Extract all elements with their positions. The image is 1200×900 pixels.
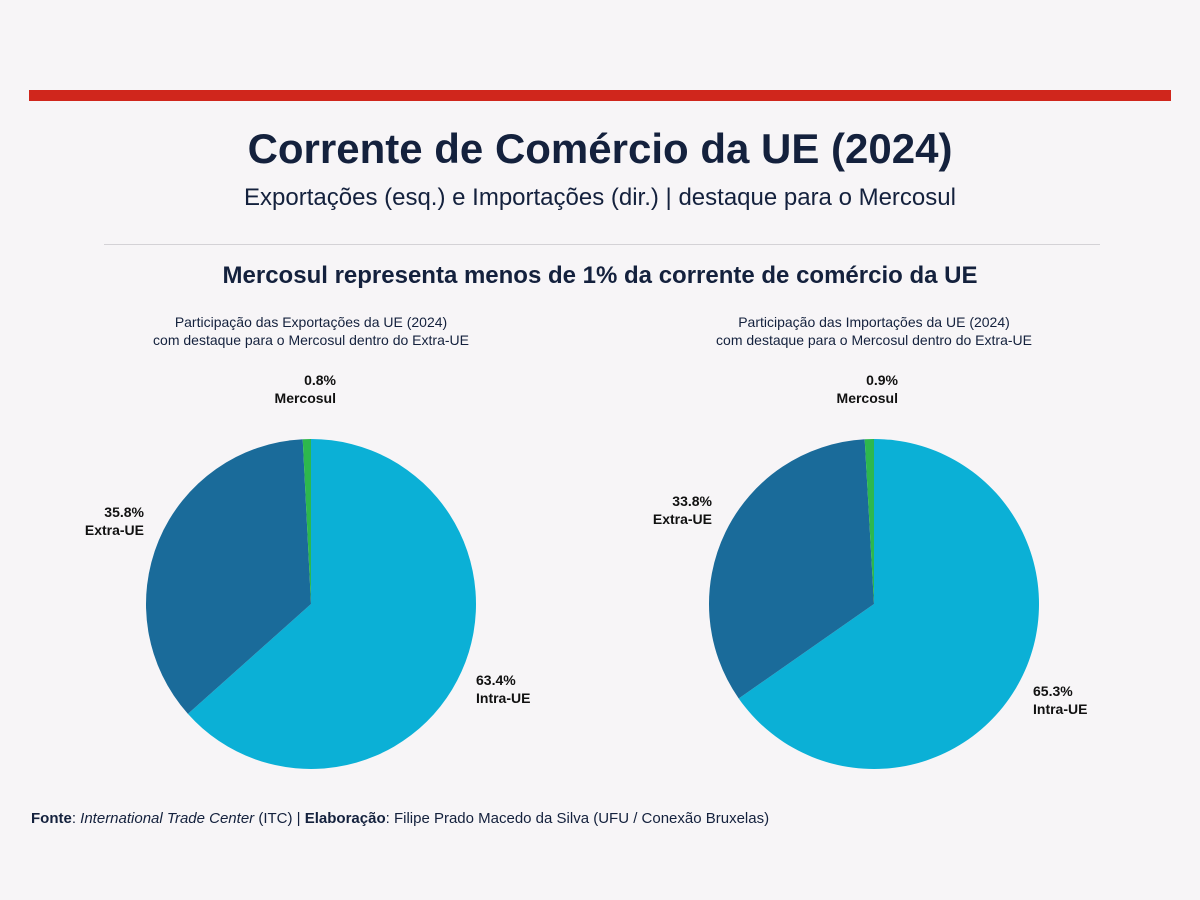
label-extra-exports: 35.8% Extra-UE <box>85 503 144 539</box>
pie-slice-mercosul <box>864 439 874 604</box>
exports-chart-title: Participação das Exportações da UE (2024… <box>31 313 591 349</box>
page-title: Corrente de Comércio da UE (2024) <box>247 125 953 172</box>
author-value: : Filipe Prado Macedo da Silva (UFU / Co… <box>385 810 770 827</box>
label-intra-exports: 63.4% Intra-UE <box>476 671 530 707</box>
label-mercosul-imports: 0.9% Mercosul <box>837 371 898 407</box>
author-label: Elaboração <box>304 810 386 827</box>
source-suffix: (ITC) | <box>254 810 305 827</box>
imports-pie <box>709 439 1039 769</box>
accent-bar <box>29 90 1171 101</box>
pie-slice-extra-ue <box>146 439 311 714</box>
label-value: 65.3% <box>1033 683 1073 699</box>
pie-slice-mercosul <box>302 439 311 604</box>
label-name: Extra-UE <box>84 522 144 538</box>
pie-slice-intra-ue <box>738 439 1039 769</box>
label-mercosul-exports: 0.8% Mercosul <box>275 371 336 407</box>
imports-chart-title: Participação das Importações da UE (2024… <box>594 313 1154 349</box>
label-value: 63.4% <box>476 672 516 688</box>
source-label: Fonte <box>31 810 72 827</box>
headline: Mercosul representa menos de 1% da corre… <box>222 262 978 289</box>
label-value: 33.8% <box>672 493 712 509</box>
label-name: Mercosul <box>836 390 898 406</box>
pie-slice-intra-ue <box>187 439 476 769</box>
page-subtitle: Exportações (esq.) e Importações (dir.) … <box>244 184 956 211</box>
label-value: 0.9% <box>866 372 898 388</box>
label-name: Intra-UE <box>1033 701 1088 717</box>
source-value: International Trade Center <box>80 810 255 827</box>
label-value: 35.8% <box>104 504 144 520</box>
source-footer: Fonte: International Trade Center (ITC) … <box>31 810 770 827</box>
label-intra-imports: 65.3% Intra-UE <box>1033 682 1087 718</box>
label-value: 0.8% <box>304 372 336 388</box>
exports-pie <box>146 439 476 769</box>
title-line: com destaque para o Mercosul dentro do E… <box>153 332 469 348</box>
pie-slice-extra-ue <box>709 439 874 699</box>
label-name: Intra-UE <box>476 690 531 706</box>
title-line: Participação das Importações da UE (2024… <box>738 314 1010 330</box>
label-extra-imports: 33.8% Extra-UE <box>653 492 712 528</box>
title-line: com destaque para o Mercosul dentro do E… <box>716 332 1032 348</box>
title-line: Participação das Exportações da UE (2024… <box>174 314 448 330</box>
divider <box>104 244 1100 245</box>
label-name: Extra-UE <box>652 511 712 527</box>
label-name: Mercosul <box>274 390 336 406</box>
